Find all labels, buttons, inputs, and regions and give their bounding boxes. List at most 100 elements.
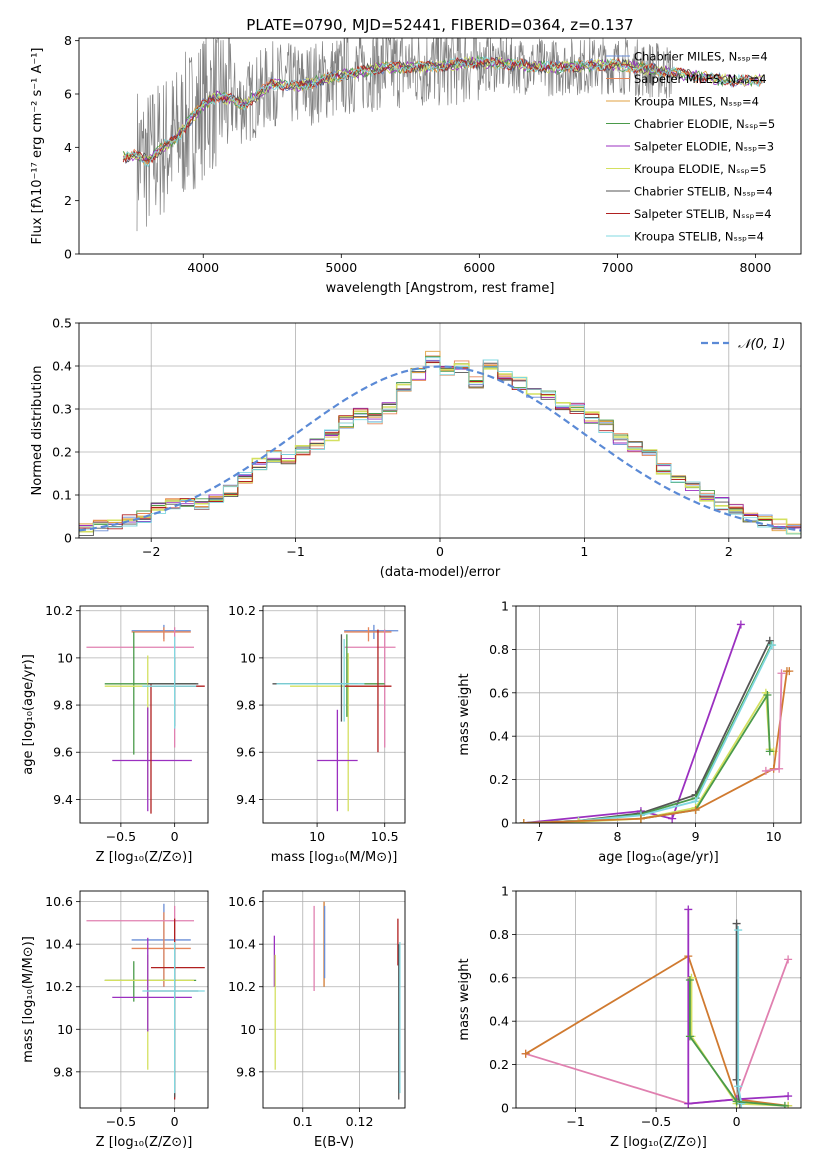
figure-title: PLATE=0790, MJD=52441, FIBERID=0364, z=0…: [246, 16, 633, 34]
series-marker: [668, 814, 677, 823]
y-tick-label: 6: [64, 87, 72, 102]
panel-mass_vs_ebv: 0.1 0.12 9.8 10 10.2 10.4 10.6 E(B-V): [228, 890, 406, 1150]
observed-spectrum-line: [136, 38, 673, 232]
y-tick-label: 0: [64, 247, 72, 262]
series-marker: [784, 1092, 793, 1101]
y-tick-label: 0.4: [52, 359, 72, 374]
legend-label: Kroupa MILES, Nₛₛₚ=4: [634, 95, 759, 109]
series-line: [523, 644, 773, 823]
panel-age_vs_mass: 10 10.5 9.4 9.6 9.8 10 10.2 mass [log₁₀(M/M⊙)]: [228, 603, 406, 865]
series-marker: [685, 975, 694, 984]
y-tick-label: 0.5: [52, 316, 72, 331]
axes-frame: [262, 890, 406, 1109]
y-tick-label: 9.8: [236, 698, 256, 713]
series-marker: [519, 819, 528, 823]
y-tick-label: 8: [64, 33, 72, 48]
x-tick-label: −0.5: [106, 829, 136, 844]
legend-label: Kroupa STELIB, Nₛₛₚ=4: [634, 230, 764, 244]
series-marker: [732, 1075, 741, 1084]
legend: 𝒩(0, 1): [701, 337, 785, 352]
x-tick-label: 7: [535, 829, 543, 844]
y-tick-label: 10.6: [45, 894, 73, 909]
y-tick-label: 9.4: [236, 792, 256, 807]
normal-distribution-line: [79, 365, 801, 532]
y-tick-label: 10.2: [45, 979, 73, 994]
axes-frame: [79, 605, 209, 824]
x-axis-label: Z [log₁₀(Z/Z⊙)]: [610, 1135, 707, 1150]
series-line: [687, 909, 789, 1105]
x-tick-label: −0.5: [641, 1114, 671, 1129]
panel-age_vs_Z: −0.5 0 9.4 9.6 9.8 10 10.2 Z [log₁₀(Z/Z⊙)] age […: [21, 603, 209, 865]
x-tick-label: −2: [142, 544, 160, 559]
plot-area: [273, 901, 401, 1100]
x-axis-label: age [log₁₀(age/yr)]: [598, 850, 719, 865]
ticks: −2 −1 0 1 2 0 0.1 0.2 0.3 0.4 0.5: [52, 316, 733, 560]
series-marker: [765, 636, 774, 645]
x-tick-label: 0: [733, 1114, 741, 1129]
y-tick-label: 1: [501, 884, 509, 899]
y-tick-label: 10.4: [228, 937, 256, 952]
y-axis-label: Normed distribution: [30, 366, 45, 496]
series-line: [525, 959, 789, 1105]
series-marker: [763, 690, 772, 699]
y-tick-label: 0.2: [52, 445, 72, 460]
ticks: 10 10.5 9.4 9.6 9.8 10 10.2: [228, 603, 398, 844]
y-tick-label: 1: [501, 599, 509, 614]
y-tick-label: 9.6: [236, 745, 256, 760]
y-tick-label: 0.6: [489, 970, 509, 985]
plot-area: [521, 905, 793, 1108]
legend-label: Salpeter MILES, Nₛₛₚ=4: [634, 72, 767, 86]
legend-label: Salpeter ELODIE, Nₛₛₚ=3: [634, 140, 774, 154]
x-axis-label: E(B-V): [314, 1135, 354, 1150]
x-tick-label: −1: [286, 544, 304, 559]
x-axis-label: Z [log₁₀(Z/Z⊙)]: [96, 1135, 193, 1150]
series-marker: [734, 1082, 743, 1091]
x-tick-label: 2: [725, 544, 733, 559]
legend-label: Salpeter STELIB, Nₛₛₚ=4: [634, 207, 772, 221]
plot-area: [79, 350, 801, 537]
series-line: [640, 692, 771, 820]
y-tick-label: 10: [240, 650, 256, 665]
legend-label: Kroupa ELODIE, Nₛₛₚ=5: [634, 162, 767, 176]
plot-area: [272, 624, 399, 812]
panel-weight_vs_age: 7 8 9 10 0 0.2 0.4 0.6 0.8 1 age [log₁₀(age/yr)] ma…: [457, 599, 802, 865]
series-marker: [521, 1049, 530, 1058]
series-marker: [736, 620, 745, 629]
y-tick-label: 9.6: [53, 745, 73, 760]
y-tick-label: 9.8: [53, 1064, 73, 1079]
x-tick-label: 6000: [463, 260, 495, 275]
x-tick-label: 10.5: [371, 829, 399, 844]
panel-weight_vs_Z: −1 −0.5 0 0 0.2 0.4 0.6 0.8 1 Z [log₁₀(Z/Z⊙)] mass…: [457, 884, 802, 1150]
x-tick-label: 8: [614, 829, 622, 844]
series-line: [523, 640, 771, 823]
y-tick-label: 10: [57, 650, 73, 665]
plot-area: [86, 624, 205, 814]
y-tick-label: 4: [64, 140, 72, 155]
series-marker: [737, 1099, 746, 1108]
axes-frame: [515, 605, 802, 824]
series-marker: [636, 814, 645, 823]
series-marker: [775, 764, 784, 773]
grid: [516, 605, 801, 824]
series-marker: [684, 905, 693, 914]
series-marker: [777, 669, 786, 678]
series-marker: [765, 747, 774, 756]
y-axis-label: Flux [fλ10⁻¹⁷ erg cm⁻² s⁻¹ A⁻¹]: [30, 48, 45, 245]
y-tick-label: 0.1: [52, 488, 72, 503]
y-tick-label: 9.4: [53, 792, 73, 807]
series-marker: [732, 1097, 741, 1106]
grid: [80, 891, 208, 1108]
plot-area: [122, 38, 763, 232]
ticks: −1 −0.5 0 0 0.2 0.4 0.6 0.8 1: [489, 884, 741, 1130]
panel-mass_vs_Z: −0.5 0 9.8 10 10.2 10.4 10.6 Z [log₁₀(Z/Z⊙)] mas…: [21, 890, 209, 1150]
ticks: −0.5 0 9.4 9.6 9.8 10 10.2: [45, 603, 179, 844]
y-tick-label: 9.8: [53, 698, 73, 713]
x-axis-label: (data-model)/error: [380, 565, 501, 580]
x-tick-label: 0: [171, 829, 179, 844]
ticks: 0.1 0.12 9.8 10 10.2 10.4 10.6: [228, 894, 373, 1129]
axes-frame: [78, 322, 802, 539]
series-marker: [785, 667, 794, 676]
y-tick-label: 10.2: [228, 979, 256, 994]
y-tick-label: 10.2: [228, 603, 256, 618]
